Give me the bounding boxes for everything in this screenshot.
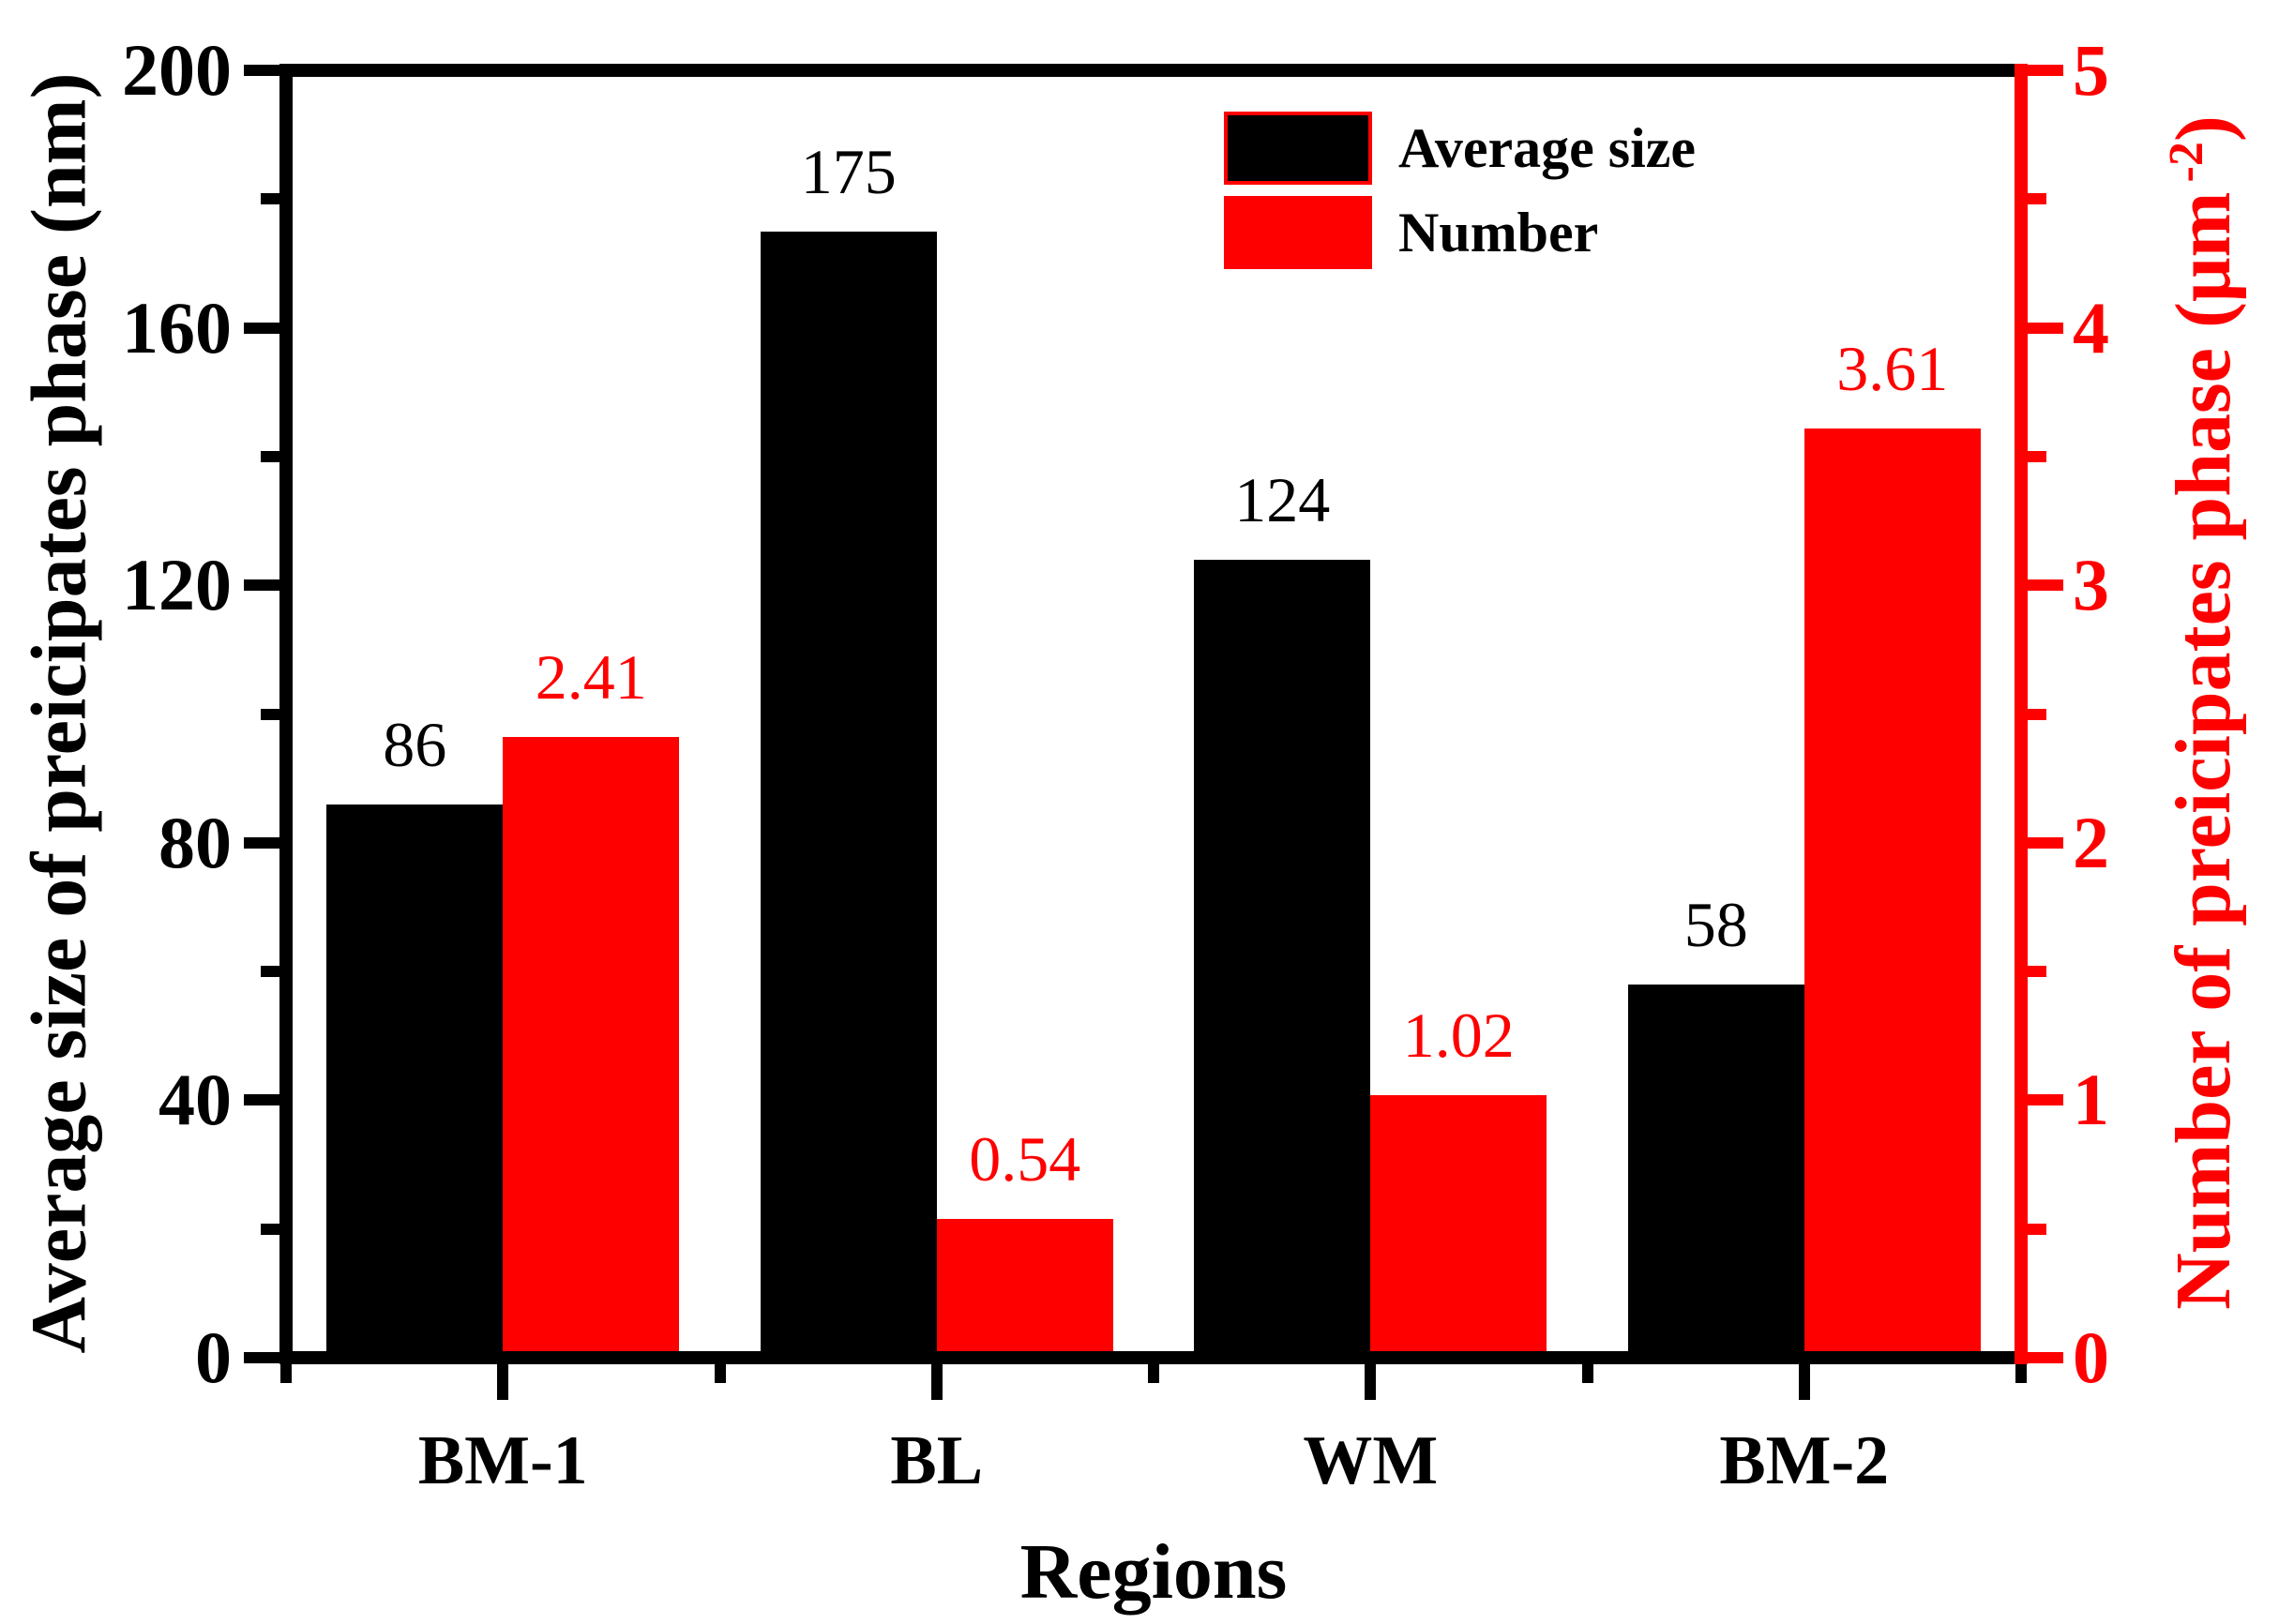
x-major-tick	[930, 1364, 943, 1400]
y-right-axis-title-superscript: -2	[2160, 142, 2214, 183]
bar-average-size-wm	[1194, 559, 1371, 1358]
bar-value-label: 0.54	[969, 1122, 1081, 1195]
bar-number-bm-2	[1804, 428, 1981, 1358]
y-left-major-tick	[244, 1352, 279, 1363]
x-minor-tick	[714, 1364, 726, 1383]
y-right-axis-title: Number of preicipates phase (μm -2)	[2152, 9, 2256, 1416]
top-axis-line	[279, 64, 2028, 77]
bar-value-label: 175	[800, 135, 897, 207]
bar-number-wm	[1370, 1094, 1547, 1358]
y-right-axis-title-main: Number of preicipates phase (μm	[2160, 191, 2247, 1310]
y-right-major-tick	[2028, 322, 2063, 334]
y-right-tick-label: 1	[2073, 1059, 2109, 1141]
y-right-minor-tick	[2028, 708, 2046, 720]
y-left-minor-tick	[261, 1223, 279, 1235]
y-left-axis-line	[279, 64, 293, 1364]
bar-value-label: 58	[1683, 888, 1748, 960]
bar-average-size-bm-2	[1627, 984, 1804, 1358]
y-left-minor-tick	[261, 966, 279, 978]
x-minor-tick	[2015, 1364, 2027, 1383]
y-right-major-tick	[2028, 579, 2063, 592]
y-left-tick-label: 80	[158, 801, 232, 883]
legend-swatch-average-size	[1224, 112, 1372, 185]
y-right-minor-tick	[2028, 450, 2046, 462]
legend-label-average-size: Average size	[1398, 117, 1697, 179]
y-right-tick-label: 4	[2073, 286, 2109, 368]
x-tick-label-wm: WM	[1303, 1422, 1439, 1499]
bar-number-bl	[936, 1218, 1113, 1358]
bar-number-bm-1	[503, 737, 680, 1358]
x-axis-line	[279, 1351, 2028, 1364]
bar-value-label: 124	[1234, 463, 1331, 535]
y-left-minor-tick	[261, 708, 279, 720]
y-left-major-tick	[244, 65, 279, 76]
bar-value-label: 1.02	[1402, 999, 1515, 1071]
x-minor-tick	[1148, 1364, 1159, 1383]
y-left-tick-label: 40	[158, 1059, 232, 1141]
y-right-minor-tick	[2028, 966, 2046, 978]
y-left-major-tick	[244, 322, 279, 334]
x-tick-label-bm-2: BM-2	[1719, 1422, 1890, 1499]
y-right-tick-label: 2	[2073, 801, 2109, 883]
y-right-axis-title-close: )	[2160, 115, 2247, 143]
y-left-tick-label: 0	[195, 1316, 232, 1398]
y-left-tick-label: 120	[122, 544, 232, 626]
y-right-axis-line	[2015, 64, 2028, 1364]
y-right-major-tick	[2028, 836, 2063, 849]
y-left-major-tick	[244, 1094, 279, 1106]
y-right-tick-label: 3	[2073, 544, 2109, 626]
bar-value-label: 86	[383, 708, 447, 780]
x-major-tick	[1365, 1364, 1377, 1400]
x-major-tick	[1798, 1364, 1810, 1400]
y-right-major-tick	[2028, 1352, 2063, 1363]
y-left-minor-tick	[261, 193, 279, 205]
x-minor-tick	[280, 1364, 292, 1383]
y-right-tick-label: 0	[2073, 1316, 2109, 1398]
legend-item-number: Number	[1224, 196, 1696, 269]
legend: Average size Number	[1224, 112, 1696, 280]
legend-item-average-size: Average size	[1224, 112, 1696, 185]
y-left-major-tick	[244, 836, 279, 849]
plot-area: 86 2.41 175 0.54 124 1.02 58 3.61 0 40 80 120 160 20…	[122, 31, 2109, 1500]
y-right-minor-tick	[2028, 1223, 2046, 1235]
y-right-tick-label: 5	[2073, 29, 2109, 111]
bar-average-size-bm-1	[326, 804, 504, 1358]
y-left-tick-label: 200	[122, 29, 232, 111]
y-left-major-tick	[244, 579, 279, 592]
y-right-minor-tick	[2028, 193, 2046, 205]
bar-value-label: 3.61	[1836, 332, 1949, 404]
legend-swatch-number	[1224, 196, 1372, 269]
y-left-tick-label: 160	[122, 286, 232, 368]
x-minor-tick	[1581, 1364, 1593, 1383]
x-tick-label-bl: BL	[890, 1422, 984, 1499]
bar-value-label: 2.41	[535, 641, 647, 714]
x-tick-label-bm-1: BM-1	[417, 1422, 588, 1499]
y-left-axis-title: Average size of preicipates phase (nm)	[15, 72, 103, 1354]
y-left-minor-tick	[261, 450, 279, 462]
x-major-tick	[497, 1364, 509, 1400]
y-right-major-tick	[2028, 65, 2063, 76]
y-right-major-tick	[2028, 1094, 2063, 1106]
legend-label-number: Number	[1398, 202, 1599, 263]
bar-average-size-bl	[760, 231, 937, 1358]
x-axis-title: Regions	[1019, 1528, 1288, 1616]
